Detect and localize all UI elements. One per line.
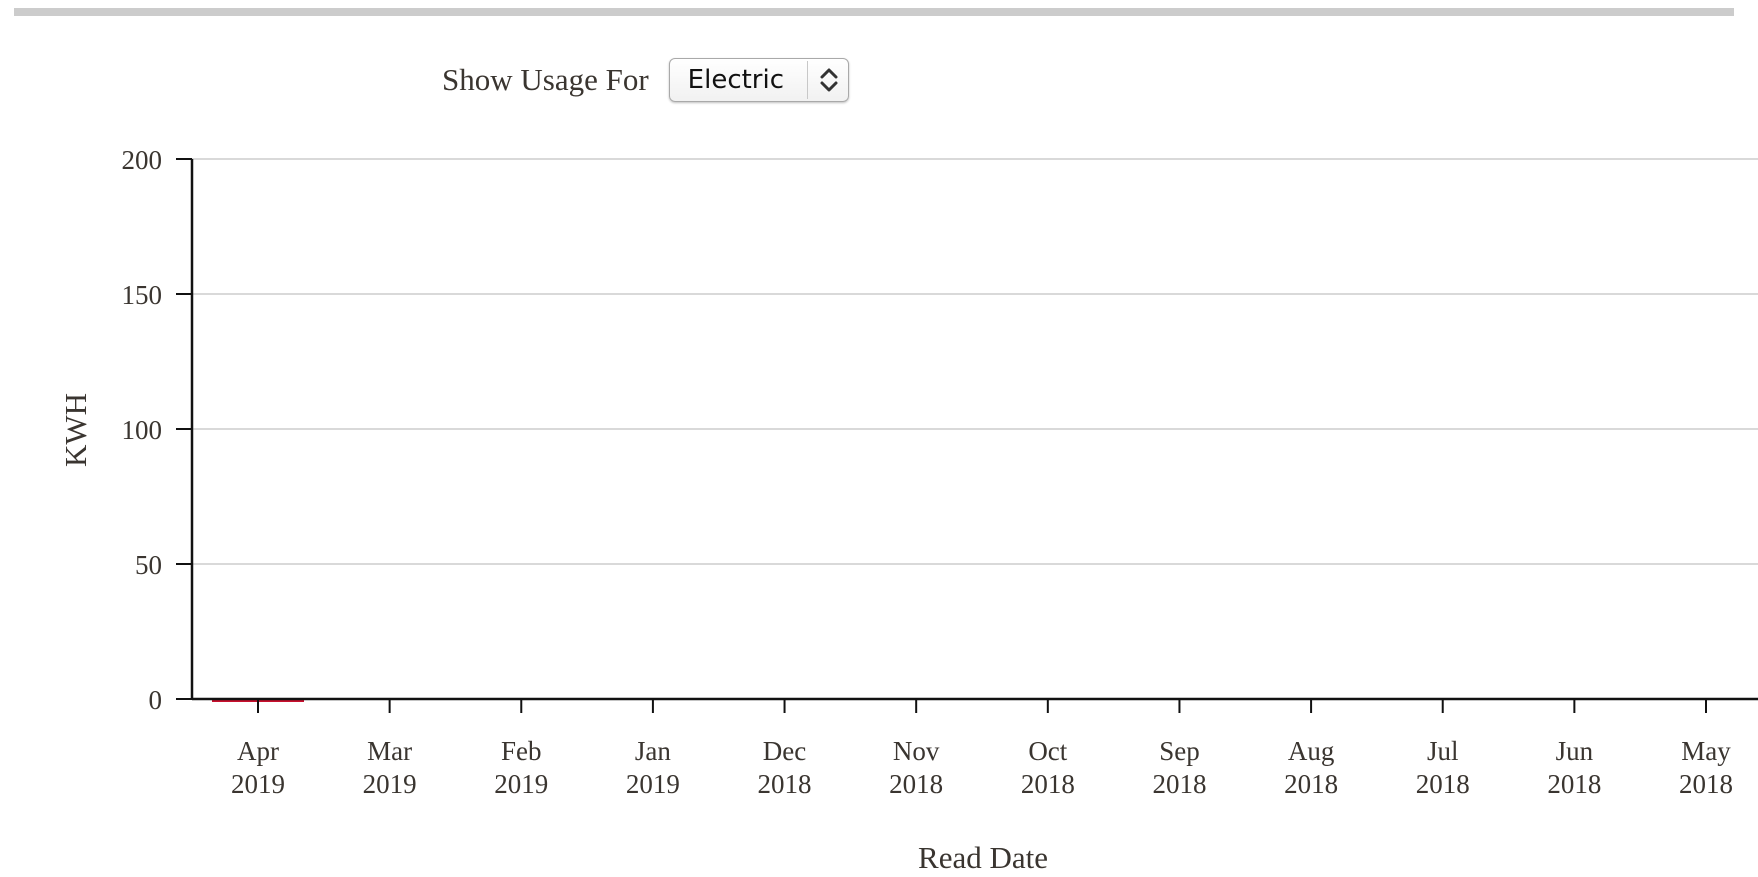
x-tick-year: 2019 <box>626 769 680 799</box>
x-tick-label: Nov 2018 <box>889 736 943 799</box>
x-tick-month: Jun <box>1556 736 1594 766</box>
x-tick-year: 2019 <box>231 769 285 799</box>
x-tick-month: Feb <box>501 736 542 766</box>
usage-type-value: Electric <box>687 65 785 95</box>
x-tick-label: Dec 2018 <box>758 736 812 799</box>
axes <box>176 158 1758 713</box>
x-tick-year: 2018 <box>1547 769 1601 799</box>
x-tick-label: Jun 2018 <box>1547 736 1601 799</box>
x-tick-month: Oct <box>1028 736 1067 766</box>
x-tick-month: Apr <box>237 736 279 766</box>
x-tick-month: Dec <box>763 736 806 766</box>
x-tick-month: Jan <box>635 736 671 766</box>
x-tick-year: 2018 <box>1416 769 1470 799</box>
grid-lines <box>192 158 1758 565</box>
x-tick-year: 2018 <box>758 769 812 799</box>
x-tick-label: Oct 2018 <box>1021 736 1075 799</box>
usage-label: Show Usage For <box>442 62 649 97</box>
x-tick-year: 2018 <box>1021 769 1075 799</box>
x-tick-year: 2018 <box>889 769 943 799</box>
y-tick-label: 200 <box>122 145 163 175</box>
x-tick-month: May <box>1681 736 1731 766</box>
y-tick-label: 150 <box>122 280 163 310</box>
x-tick-year: 2019 <box>494 769 548 799</box>
x-tick-label: Apr 2019 <box>231 736 285 799</box>
usage-type-select[interactable]: Electric <box>668 58 849 102</box>
x-tick-month: Mar <box>367 736 412 766</box>
y-tick-label: 100 <box>122 415 163 445</box>
x-tick-year: 2018 <box>1284 769 1338 799</box>
x-axis-label: Read Date <box>918 840 1048 875</box>
x-tick-month: Jul <box>1427 736 1459 766</box>
y-tick-labels: 0 50 100 150 200 <box>122 145 163 715</box>
x-tick-label: Feb 2019 <box>494 736 548 799</box>
x-tick-label: Mar 2019 <box>363 736 417 799</box>
x-tick-label: Jan 2019 <box>626 736 680 799</box>
x-tick-year: 2018 <box>1679 769 1733 799</box>
x-tick-label: Jul 2018 <box>1416 736 1470 799</box>
top-scroll-bar <box>14 8 1734 16</box>
x-tick-year: 2019 <box>363 769 417 799</box>
x-tick-label: Sep 2018 <box>1152 736 1206 799</box>
x-tick-label: May 2018 <box>1679 736 1733 799</box>
chevron-updown-icon <box>820 68 838 92</box>
select-divider <box>806 61 808 99</box>
x-tick-month: Sep <box>1159 736 1200 766</box>
x-tick-month: Aug <box>1288 736 1335 766</box>
x-tick-year: 2018 <box>1152 769 1206 799</box>
x-tick-label: Aug 2018 <box>1284 736 1338 799</box>
x-tick-month: Nov <box>893 736 940 766</box>
y-tick-label: 50 <box>135 550 162 580</box>
y-tick-label: 0 <box>149 685 163 715</box>
y-axis-label: KWH <box>58 393 93 467</box>
usage-selector: Show Usage For Electric <box>442 56 849 104</box>
